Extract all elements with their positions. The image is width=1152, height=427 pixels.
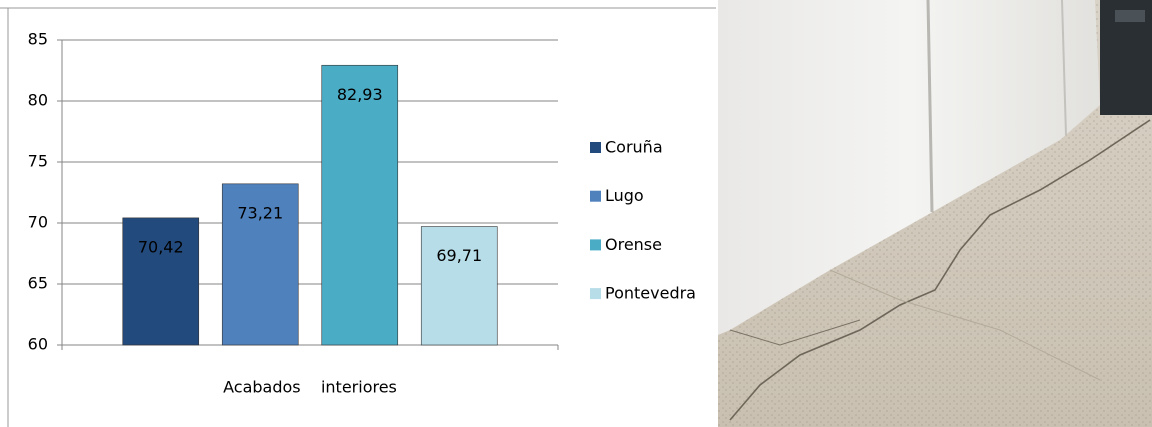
value-label: 69,71 [436, 246, 482, 265]
crack [729, 119, 1151, 421]
value-label: 82,93 [337, 85, 383, 104]
legend-label: Lugo [605, 186, 644, 205]
cabinet [718, 0, 1100, 335]
value-label: 73,21 [237, 203, 283, 222]
chart: 60 65 70 75 80 85 Acabados interiores 70,42 73,2… [28, 30, 696, 397]
y-tick-label: 70 [28, 213, 48, 232]
legend-label: Pontevedra [605, 284, 696, 303]
legend-swatch [590, 288, 601, 300]
cabinet-seam [926, 0, 934, 213]
bar [122, 217, 200, 346]
y-tick-label: 75 [28, 152, 48, 171]
cabinet-seam [1061, 0, 1067, 136]
shelf-part [1115, 10, 1145, 22]
legend-swatch [590, 190, 601, 202]
tile-joint [829, 269, 1101, 381]
y-tick-label: 65 [28, 274, 48, 293]
x-tick-label: Acabados interiores [223, 378, 397, 397]
photo [718, 0, 1152, 427]
y-tick-label: 85 [28, 30, 48, 49]
y-tick-label: 80 [28, 91, 48, 110]
legend-label: Coruña [605, 138, 663, 157]
crack [729, 319, 861, 346]
bar [321, 64, 399, 346]
legend-label: Orense [605, 235, 662, 254]
value-label: 70,42 [138, 237, 184, 256]
y-tick-label: 60 [28, 335, 48, 354]
legend-swatch [590, 142, 601, 153]
bar [221, 183, 299, 346]
bar [420, 226, 498, 346]
legend-swatch [590, 239, 601, 251]
